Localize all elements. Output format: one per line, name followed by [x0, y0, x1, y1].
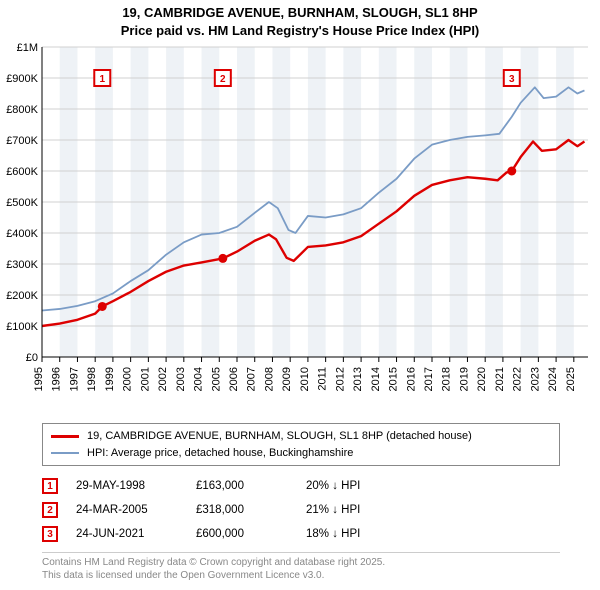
xtick-label: 2019 [458, 367, 470, 391]
chart-container: 19, CAMBRIDGE AVENUE, BURNHAM, SLOUGH, S… [0, 0, 600, 590]
xtick-label: 2001 [139, 367, 151, 391]
xtick-label: 2012 [334, 367, 346, 391]
legend-item: 19, CAMBRIDGE AVENUE, BURNHAM, SLOUGH, S… [51, 428, 551, 445]
transaction-price: £600,000 [196, 528, 306, 540]
transaction-row: 2 24-MAR-2005£318,00021% ↓ HPI [42, 498, 560, 522]
transaction-date: 29-MAY-1998 [76, 480, 196, 492]
transaction-delta: 21% ↓ HPI [306, 504, 436, 516]
legend-swatch [51, 435, 79, 438]
marker-dot [98, 302, 107, 311]
ytick-label: £800K [6, 104, 38, 116]
ytick-label: £200K [6, 290, 38, 302]
transaction-price: £318,000 [196, 504, 306, 516]
marker-dot [218, 254, 227, 263]
xtick-label: 2003 [175, 367, 187, 391]
xtick-label: 2018 [441, 367, 453, 391]
xtick-label: 2015 [388, 367, 400, 391]
title: 19, CAMBRIDGE AVENUE, BURNHAM, SLOUGH, S… [0, 0, 600, 39]
xtick-label: 2025 [565, 367, 577, 391]
xtick-label: 1997 [68, 367, 80, 391]
xtick-label: 2013 [352, 367, 364, 391]
ytick-label: £400K [6, 228, 38, 240]
ytick-label: £1M [17, 42, 38, 54]
transaction-delta: 18% ↓ HPI [306, 528, 436, 540]
marker-badge-label: 3 [509, 74, 515, 85]
title-line1: 19, CAMBRIDGE AVENUE, BURNHAM, SLOUGH, S… [0, 4, 600, 22]
xtick-label: 2022 [512, 367, 524, 391]
marker-dot [507, 167, 516, 176]
xtick-label: 2009 [281, 367, 293, 391]
xtick-label: 2014 [370, 367, 382, 391]
transaction-date: 24-JUN-2021 [76, 528, 196, 540]
xtick-label: 2024 [547, 367, 559, 391]
xtick-label: 2010 [299, 367, 311, 391]
transaction-delta: 20% ↓ HPI [306, 480, 436, 492]
xtick-label: 1999 [104, 367, 116, 391]
xtick-label: 2020 [476, 367, 488, 391]
legend-item: HPI: Average price, detached house, Buck… [51, 445, 551, 462]
transaction-date: 24-MAR-2005 [76, 504, 196, 516]
xtick-label: 2021 [494, 367, 506, 391]
xtick-label: 2017 [423, 367, 435, 391]
xtick-label: 2023 [529, 367, 541, 391]
ytick-label: £300K [6, 259, 38, 271]
xtick-label: 1998 [86, 367, 98, 391]
ytick-label: £100K [6, 321, 38, 333]
ytick-label: £0 [26, 352, 38, 364]
ytick-label: £600K [6, 166, 38, 178]
chart-svg: £0 £100K £200K £300K £400K £500K £600K £700K £80… [0, 39, 600, 419]
footer-line1: Contains HM Land Registry data © Crown c… [42, 556, 560, 569]
transaction-price: £163,000 [196, 480, 306, 492]
legend-swatch [51, 452, 79, 454]
xtick-label: 1996 [51, 367, 63, 391]
ytick-label: £700K [6, 135, 38, 147]
title-line2: Price paid vs. HM Land Registry's House … [0, 22, 600, 40]
xtick-label: 2002 [157, 367, 169, 391]
transactions-table: 1 29-MAY-1998£163,00020% ↓ HPI 2 24-MAR-200… [42, 474, 560, 546]
transaction-row: 3 24-JUN-2021£600,00018% ↓ HPI [42, 522, 560, 546]
marker-badge-label: 1 [99, 74, 105, 85]
xtick-label: 2004 [193, 367, 205, 391]
xtick-label: 2006 [228, 367, 240, 391]
ytick-label: £500K [6, 197, 38, 209]
legend-label: 19, CAMBRIDGE AVENUE, BURNHAM, SLOUGH, S… [87, 428, 472, 445]
transaction-badge: 2 [42, 502, 58, 518]
transaction-row: 1 29-MAY-1998£163,00020% ↓ HPI [42, 474, 560, 498]
marker-badge-label: 2 [220, 74, 226, 85]
transaction-badge: 1 [42, 478, 58, 494]
xtick-label: 1995 [33, 367, 45, 391]
xtick-label: 2007 [246, 367, 258, 391]
xtick-label: 2000 [122, 367, 134, 391]
xtick-label: 2011 [317, 367, 329, 391]
chart: £0 £100K £200K £300K £400K £500K £600K £700K £80… [0, 39, 600, 419]
footer-line2: This data is licensed under the Open Gov… [42, 569, 560, 582]
xtick-label: 2005 [210, 367, 222, 391]
xtick-label: 2008 [263, 367, 275, 391]
legend-label: HPI: Average price, detached house, Buck… [87, 445, 353, 462]
transaction-badge: 3 [42, 526, 58, 542]
ytick-label: £900K [6, 73, 38, 85]
legend: 19, CAMBRIDGE AVENUE, BURNHAM, SLOUGH, S… [42, 423, 560, 466]
footer: Contains HM Land Registry data © Crown c… [42, 552, 560, 582]
xtick-label: 2016 [405, 367, 417, 391]
